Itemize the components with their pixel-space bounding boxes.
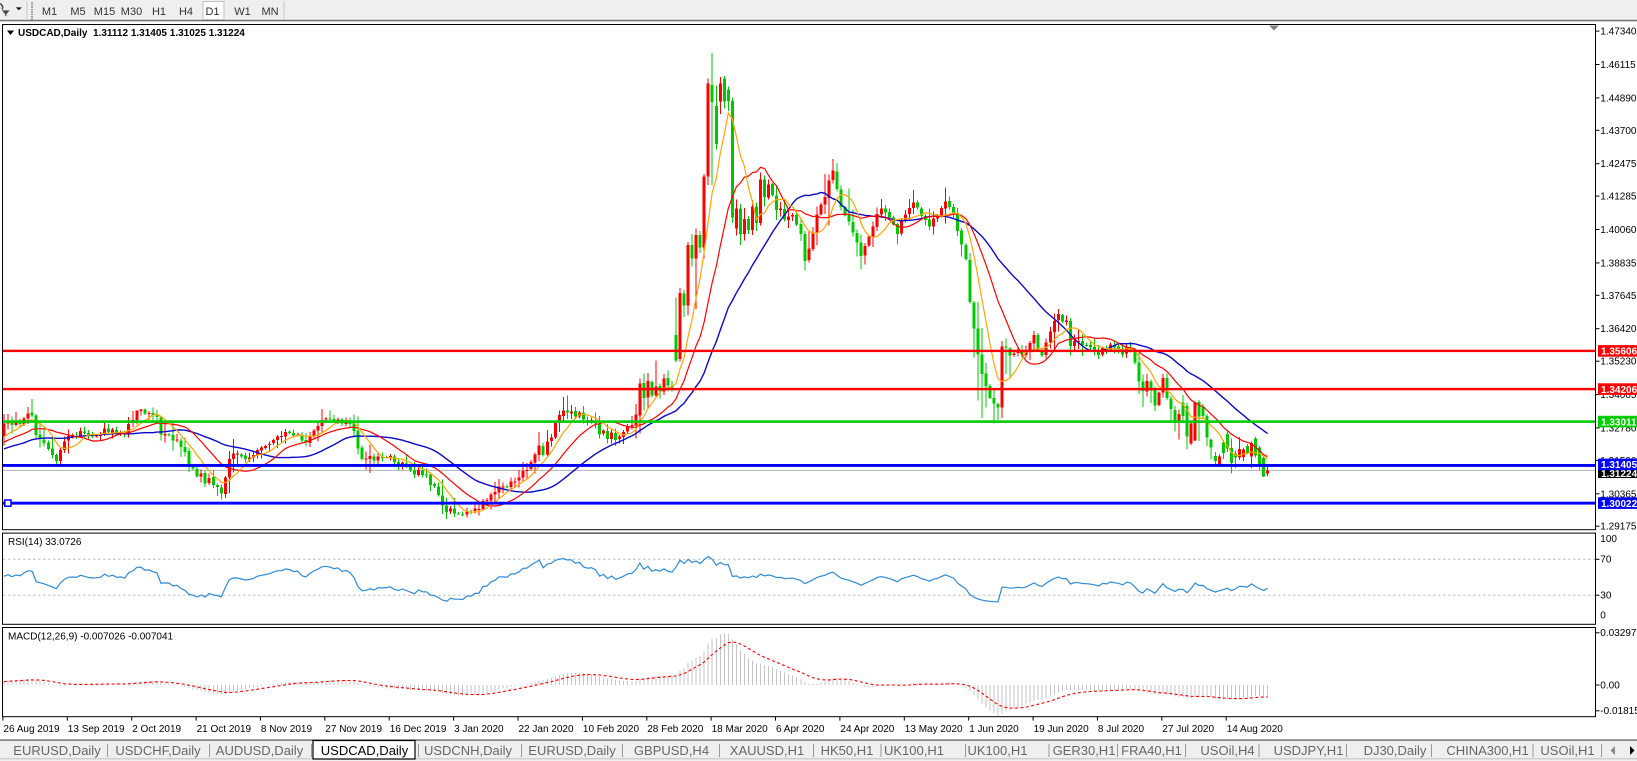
svg-text:8 Jul 2020: 8 Jul 2020 bbox=[1098, 724, 1145, 735]
svg-text:1.30022: 1.30022 bbox=[1601, 499, 1637, 510]
svg-text:M15: M15 bbox=[94, 6, 115, 18]
svg-text:1.31405: 1.31405 bbox=[1601, 460, 1637, 471]
svg-text:UK100,H1: UK100,H1 bbox=[968, 743, 1028, 758]
svg-text:10 Feb 2020: 10 Feb 2020 bbox=[583, 724, 640, 735]
svg-text:USDCNH,Daily: USDCNH,Daily bbox=[424, 743, 513, 758]
svg-text:EURUSD,Daily: EURUSD,Daily bbox=[528, 743, 616, 758]
svg-text:18 Mar 2020: 18 Mar 2020 bbox=[712, 724, 769, 735]
svg-text:-0.018154: -0.018154 bbox=[1600, 706, 1637, 717]
svg-text:8 Nov 2019: 8 Nov 2019 bbox=[261, 724, 313, 735]
svg-text:100: 100 bbox=[1600, 534, 1617, 545]
svg-text:0.032972: 0.032972 bbox=[1600, 628, 1637, 639]
svg-text:13 Sep 2019: 13 Sep 2019 bbox=[68, 724, 125, 735]
svg-text:16 Dec 2019: 16 Dec 2019 bbox=[390, 724, 447, 735]
svg-text:AUDUSD,Daily: AUDUSD,Daily bbox=[216, 743, 304, 758]
svg-text:1.42475: 1.42475 bbox=[1600, 159, 1637, 170]
svg-text:19 Jun 2020: 19 Jun 2020 bbox=[1034, 724, 1089, 735]
svg-text:1.33011: 1.33011 bbox=[1601, 417, 1637, 428]
svg-text:1.44890: 1.44890 bbox=[1600, 93, 1637, 104]
svg-text:1.38835: 1.38835 bbox=[1600, 258, 1637, 269]
svg-text:USDJPY,H1: USDJPY,H1 bbox=[1274, 743, 1344, 758]
svg-text:UK100,H1: UK100,H1 bbox=[884, 743, 944, 758]
svg-text:MACD(12,26,9) -0.007026 -0.007: MACD(12,26,9) -0.007026 -0.007041 bbox=[8, 632, 174, 643]
svg-text:22 Jan 2020: 22 Jan 2020 bbox=[519, 724, 574, 735]
svg-text:M1: M1 bbox=[42, 6, 57, 18]
svg-text:FRA40,H1: FRA40,H1 bbox=[1121, 743, 1182, 758]
svg-text:XAUUSD,H1: XAUUSD,H1 bbox=[730, 743, 804, 758]
svg-text:1.34005: 1.34005 bbox=[1600, 390, 1637, 401]
svg-text:1.47340: 1.47340 bbox=[1600, 27, 1637, 38]
svg-text:28 Feb 2020: 28 Feb 2020 bbox=[647, 724, 704, 735]
svg-text:1.31224: 1.31224 bbox=[1601, 469, 1637, 480]
svg-text:21 Oct 2019: 21 Oct 2019 bbox=[197, 724, 252, 735]
svg-text:HK50,H1: HK50,H1 bbox=[821, 743, 874, 758]
svg-text:H4: H4 bbox=[179, 6, 193, 18]
svg-text:GER30,H1: GER30,H1 bbox=[1053, 743, 1116, 758]
svg-text:GBPUSD,H4: GBPUSD,H4 bbox=[634, 743, 709, 758]
svg-text:RSI(14) 33.0726: RSI(14) 33.0726 bbox=[8, 537, 82, 548]
svg-text:USDCAD,Daily: USDCAD,Daily bbox=[321, 743, 409, 758]
svg-text:M5: M5 bbox=[70, 6, 85, 18]
svg-text:13 May 2020: 13 May 2020 bbox=[905, 724, 963, 735]
svg-text:1.29175: 1.29175 bbox=[1600, 522, 1637, 533]
svg-text:M30: M30 bbox=[121, 6, 142, 18]
svg-text:24 Apr 2020: 24 Apr 2020 bbox=[840, 724, 894, 735]
svg-text:1.37645: 1.37645 bbox=[1600, 291, 1637, 302]
svg-text:USOil,H4: USOil,H4 bbox=[1200, 743, 1254, 758]
svg-text:27 Jul 2020: 27 Jul 2020 bbox=[1162, 724, 1214, 735]
svg-text:1.35606: 1.35606 bbox=[1601, 347, 1637, 358]
svg-text:CHINA300,H1: CHINA300,H1 bbox=[1446, 743, 1528, 758]
svg-text:1.43700: 1.43700 bbox=[1600, 126, 1637, 137]
svg-text:EURUSD,Daily: EURUSD,Daily bbox=[13, 743, 101, 758]
svg-text:6 Apr 2020: 6 Apr 2020 bbox=[776, 724, 825, 735]
svg-text:USDCHF,Daily: USDCHF,Daily bbox=[115, 743, 201, 758]
svg-text:0.00: 0.00 bbox=[1600, 680, 1620, 691]
svg-text:1.30365: 1.30365 bbox=[1600, 489, 1637, 500]
svg-text:DJ30,Daily: DJ30,Daily bbox=[1364, 743, 1427, 758]
svg-text:W1: W1 bbox=[234, 6, 251, 18]
svg-text:USOil,H1: USOil,H1 bbox=[1540, 743, 1594, 758]
svg-text:1.46115: 1.46115 bbox=[1600, 60, 1636, 71]
svg-text:1.32780: 1.32780 bbox=[1600, 423, 1637, 434]
svg-text:D1: D1 bbox=[205, 6, 219, 18]
svg-text:H1: H1 bbox=[152, 6, 166, 18]
svg-text:1.40060: 1.40060 bbox=[1600, 225, 1637, 236]
svg-text:0: 0 bbox=[1600, 611, 1606, 622]
svg-text:1.36420: 1.36420 bbox=[1600, 324, 1637, 335]
svg-text:30: 30 bbox=[1600, 591, 1612, 602]
svg-text:1.34206: 1.34206 bbox=[1601, 385, 1637, 396]
svg-text:70: 70 bbox=[1600, 555, 1612, 566]
svg-text:2 Oct 2019: 2 Oct 2019 bbox=[132, 724, 181, 735]
svg-text:3 Jan 2020: 3 Jan 2020 bbox=[454, 724, 504, 735]
svg-text:27 Nov 2019: 27 Nov 2019 bbox=[325, 724, 382, 735]
svg-text:26 Aug 2019: 26 Aug 2019 bbox=[3, 724, 60, 735]
svg-text:14 Aug 2020: 14 Aug 2020 bbox=[1227, 724, 1284, 735]
svg-text:1.35230: 1.35230 bbox=[1600, 357, 1637, 368]
svg-text:1 Jun 2020: 1 Jun 2020 bbox=[969, 724, 1019, 735]
svg-text:MN: MN bbox=[261, 6, 278, 18]
svg-text:USDCAD,Daily 1.31112 1.31405: USDCAD,Daily 1.31112 1.31405 1.31025 1.3… bbox=[18, 28, 245, 39]
svg-text:1.41285: 1.41285 bbox=[1600, 192, 1637, 203]
